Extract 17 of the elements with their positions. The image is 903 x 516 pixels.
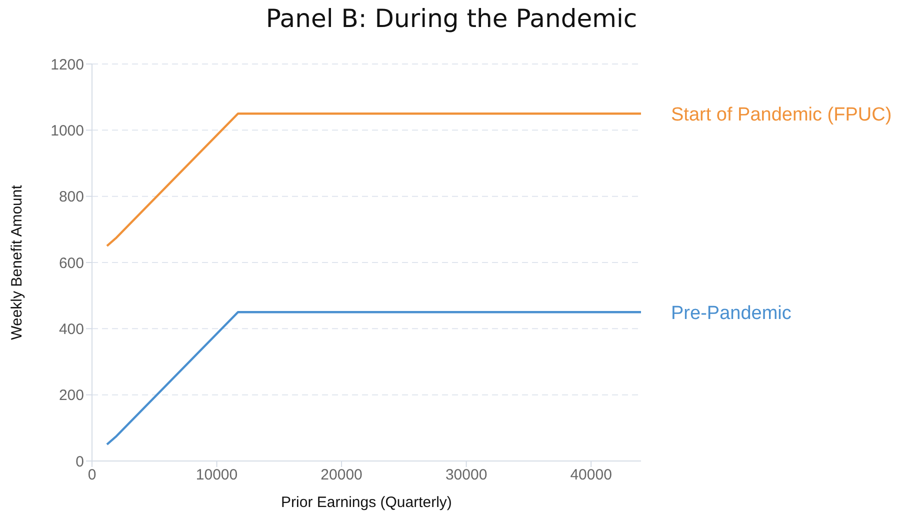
x-tick-label: 40000	[570, 466, 612, 484]
y-tick-label: 400	[58, 320, 84, 338]
y-tick-label: 1200	[50, 56, 84, 74]
chart-title: Panel B: During the Pandemic	[264, 4, 638, 33]
x-tick-label: 0	[88, 466, 96, 484]
y-tick-label: 800	[58, 188, 84, 206]
y-axis-title: Weekly Benefit Amount	[8, 184, 26, 340]
y-tick-label: 1000	[50, 122, 84, 140]
x-axis-title: Prior Earnings (Quarterly)	[281, 494, 452, 511]
series-label: Pre-Pandemic	[671, 303, 792, 324]
series-label: Start of Pandemic (FPUC)	[671, 104, 892, 126]
x-tick-label: 10000	[196, 466, 238, 484]
y-tick-label: 200	[58, 387, 84, 404]
x-tick-label: 30000	[445, 466, 488, 484]
y-tick-label: 600	[58, 254, 84, 272]
y-tick-label: 0	[76, 453, 84, 470]
x-tick-label: 20000	[320, 466, 362, 484]
